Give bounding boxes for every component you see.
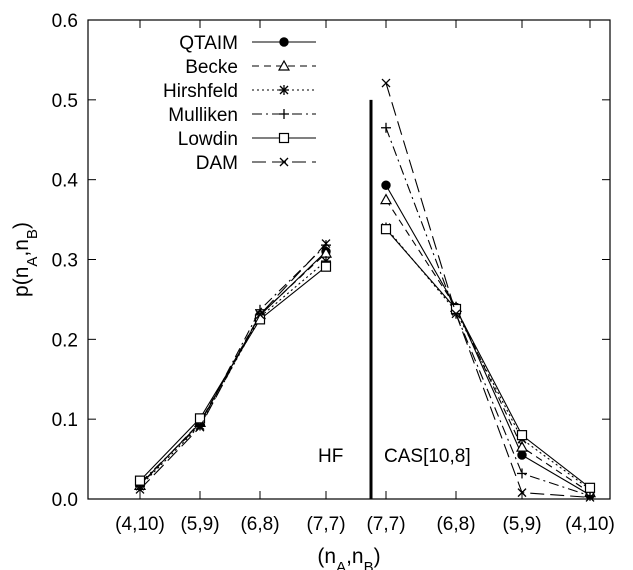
series-line-lowdin-cas — [385, 228, 591, 489]
y-tick-label: 0.3 — [52, 251, 78, 272]
annotation-cas: CAS[10,8] — [384, 446, 471, 467]
series-lowdin — [134, 224, 596, 493]
legend-item-lowdin: Lowdin — [178, 129, 316, 150]
legend-label: Hirshfeld — [163, 81, 238, 102]
x-tick-label: (7,7) — [306, 514, 345, 535]
series-line-lowdin-hf — [139, 266, 327, 482]
series-line-dam-cas — [385, 82, 591, 498]
data-point — [381, 78, 391, 88]
data-point — [194, 413, 206, 424]
series-line-mulliken-cas — [385, 127, 591, 497]
x-tick-label: (4,10) — [115, 514, 165, 535]
data-point — [321, 240, 331, 251]
y-axis: 0.0 0.1 0.2 0.3 0.4 0.5 0.6 — [52, 11, 610, 511]
series-layer — [133, 78, 597, 502]
data-point — [134, 475, 146, 486]
data-point — [320, 261, 332, 272]
data-point — [380, 224, 392, 235]
legend-marker — [279, 109, 289, 119]
legend-marker — [279, 157, 289, 167]
data-point — [517, 468, 527, 479]
legend-item-qtaim: QTAIM — [179, 33, 316, 54]
data-point — [255, 304, 265, 315]
y-axis-label: p(nA,nB) — [10, 222, 41, 297]
legend-marker — [278, 132, 290, 144]
x-tick-label: (7,7) — [366, 514, 405, 535]
data-point — [515, 440, 529, 452]
data-point — [585, 492, 595, 502]
y-tick-label: 0.2 — [52, 330, 78, 351]
legend-label: QTAIM — [179, 33, 238, 54]
series-line-hirshfeld-cas — [385, 227, 591, 490]
data-point — [381, 122, 391, 133]
data-point — [450, 303, 462, 315]
x-axis: (4,10) (5,9) (6,8) (7,7) (7,7) (6,8) (5,9) (4,1… — [115, 20, 615, 535]
data-point — [517, 450, 527, 460]
x-tick-label: (5,9) — [180, 514, 219, 535]
series-line-qtaim-cas — [385, 184, 591, 496]
legend-item-hirshfeld: Hirshfeld — [163, 81, 316, 102]
data-point — [381, 180, 391, 190]
data-point — [255, 310, 265, 320]
y-tick-label: 0.0 — [52, 490, 78, 511]
legend-marker — [279, 37, 289, 47]
legend-label: DAM — [196, 153, 238, 174]
data-point — [516, 430, 528, 441]
legend-label: Mulliken — [168, 105, 238, 126]
data-point — [517, 488, 527, 498]
legend: QTAIM Becke Hirshfeld Mulliken Lowdin DAM — [163, 33, 316, 174]
legend-label: Lowdin — [178, 129, 238, 150]
x-tick-label: (4,10) — [565, 514, 615, 535]
legend-marker — [279, 85, 289, 95]
y-tick-label: 0.6 — [52, 11, 78, 32]
x-tick-label: (5,9) — [502, 514, 541, 535]
series-becke — [133, 193, 597, 498]
series-dam — [135, 78, 595, 502]
series-line-mulliken-hf — [139, 244, 327, 484]
y-tick-label: 0.1 — [52, 410, 78, 431]
data-point — [135, 484, 145, 494]
data-point — [584, 482, 596, 493]
data-point — [321, 239, 331, 248]
x-tick-label: (6,8) — [436, 514, 475, 535]
series-mulliken — [135, 122, 595, 501]
legend-item-mulliken: Mulliken — [168, 105, 316, 126]
legend-marker — [277, 59, 291, 71]
data-point — [195, 422, 205, 432]
series-line-qtaim-hf — [139, 251, 327, 486]
series-line-dam-hf — [139, 243, 327, 490]
series-line-becke-hf — [139, 252, 327, 486]
data-point — [451, 309, 461, 319]
annotation-hf: HF — [318, 446, 343, 467]
y-tick-label: 0.5 — [52, 91, 78, 112]
legend-item-dam: DAM — [196, 153, 316, 174]
series-line-becke-cas — [385, 199, 591, 494]
legend-label: Becke — [185, 57, 238, 78]
data-point — [379, 193, 393, 205]
x-tick-label: (6,8) — [240, 514, 279, 535]
legend-item-becke: Becke — [185, 57, 316, 78]
y-tick-label: 0.4 — [52, 171, 79, 192]
x-axis-label: (nA,nB) — [317, 545, 380, 570]
